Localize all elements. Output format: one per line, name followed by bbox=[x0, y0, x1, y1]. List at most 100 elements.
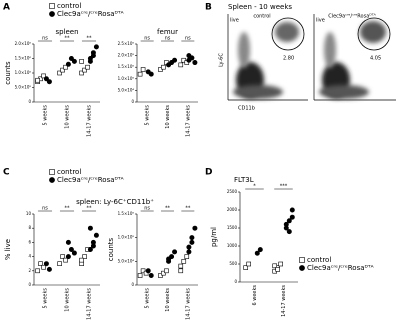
flow-panel: Spleen - 10 weeks Ly-6C CD11b control li… bbox=[219, 3, 396, 112]
data-point bbox=[272, 263, 278, 269]
data-point bbox=[35, 268, 40, 274]
data-point bbox=[161, 64, 166, 70]
data-point bbox=[145, 268, 151, 274]
y-tick-label: 0 bbox=[131, 99, 134, 104]
data-point bbox=[93, 232, 99, 238]
data-point bbox=[41, 264, 46, 270]
flow-xlabel: CD11b bbox=[238, 106, 255, 112]
y-tick-label: 1.5×10⁶ bbox=[15, 56, 32, 61]
data-point bbox=[38, 261, 43, 267]
data-point bbox=[184, 254, 190, 259]
data-point bbox=[189, 239, 195, 245]
data-point bbox=[286, 229, 292, 235]
y-tick-label: 0 bbox=[234, 279, 237, 284]
data-point bbox=[172, 249, 178, 255]
y-tick-label: 0 bbox=[28, 282, 31, 287]
flow-plot: control live 2.80 bbox=[227, 14, 308, 101]
legend-label: Clec9aᶜʳᵉ/ᶜʳᵉRosaᴰᵀᴬ bbox=[57, 10, 124, 18]
x-tick-label: 5 weeks bbox=[43, 105, 49, 126]
y-tick-label: 2.0×10⁶ bbox=[15, 41, 32, 46]
data-point bbox=[275, 267, 281, 272]
data-point bbox=[79, 257, 84, 263]
chart-subtitle: spleen: Ly-6C⁺CD11b⁺ bbox=[76, 198, 154, 206]
data-point bbox=[178, 263, 184, 269]
y-tick-label: 2.5×10⁵ bbox=[118, 41, 135, 46]
panel-letter: A bbox=[3, 3, 10, 13]
y-tick-label: 1.5×10⁵ bbox=[118, 211, 135, 216]
data-point bbox=[57, 261, 62, 267]
data-point bbox=[140, 67, 146, 72]
data-point bbox=[87, 225, 93, 231]
gate-label: live bbox=[230, 18, 239, 24]
y-tick-label: 5.0×10⁴ bbox=[118, 258, 135, 263]
gate-percent: 2.80 bbox=[283, 56, 294, 62]
data-point bbox=[65, 61, 71, 67]
data-point bbox=[60, 67, 65, 73]
data-point bbox=[289, 214, 295, 220]
y-tick-label: 2000 bbox=[227, 207, 238, 212]
flow-title: Spleen - 10 weeks bbox=[228, 3, 292, 11]
data-point bbox=[161, 270, 166, 276]
x-tick-label: 10 weeks bbox=[165, 105, 171, 129]
data-point bbox=[79, 70, 84, 76]
data-point bbox=[164, 268, 169, 274]
x-tick-label: 14-17 weeks bbox=[87, 288, 93, 320]
data-point bbox=[68, 247, 74, 253]
y-tick-label: 0 bbox=[28, 99, 31, 104]
data-point bbox=[283, 221, 289, 227]
data-point bbox=[79, 59, 84, 64]
y-tick-label: 10 bbox=[26, 211, 32, 216]
data-point bbox=[246, 261, 251, 267]
y-tick-label: 2 bbox=[28, 268, 31, 273]
x-tick-label: 14-17 weeks bbox=[185, 105, 191, 137]
data-point bbox=[181, 57, 187, 63]
data-point bbox=[71, 58, 77, 64]
data-point bbox=[257, 247, 263, 253]
data-point bbox=[158, 273, 163, 278]
panel-letter: B bbox=[205, 3, 212, 13]
data-point bbox=[166, 256, 172, 262]
significance-label: ns bbox=[144, 206, 150, 212]
data-point bbox=[140, 268, 146, 274]
data-point bbox=[46, 266, 52, 272]
y-tick-label: 1.5×10⁵ bbox=[118, 64, 135, 69]
data-point bbox=[60, 254, 65, 259]
y-axis-label: counts bbox=[4, 61, 12, 85]
y-tick-label: 5.0×10⁴ bbox=[118, 87, 135, 92]
data-point bbox=[35, 77, 40, 83]
significance-label: * bbox=[253, 184, 256, 190]
data-point bbox=[46, 79, 52, 85]
data-point bbox=[71, 250, 77, 256]
chart-title: spleen bbox=[55, 28, 78, 36]
y-tick-label: 2.0×10⁵ bbox=[118, 53, 135, 58]
legend-label: Clec9aᶜʳᵉ/ᶜʳᵉRosaᴰᵀᴬ bbox=[57, 176, 124, 184]
legend-marker bbox=[49, 11, 55, 17]
flow-ylabel: Ly-6C bbox=[219, 53, 225, 67]
significance-label: ** bbox=[87, 206, 93, 212]
column-label: control bbox=[253, 14, 270, 20]
data-point bbox=[186, 244, 192, 250]
significance-label: ** bbox=[165, 206, 171, 212]
x-tick-label: 14-17 weeks bbox=[87, 105, 93, 137]
chart-title: femur bbox=[157, 28, 178, 36]
data-point bbox=[87, 58, 93, 64]
data-point bbox=[192, 225, 198, 231]
x-tick-label: 14-17 weeks bbox=[185, 288, 191, 320]
significance-label: ns bbox=[42, 206, 48, 212]
data-point bbox=[65, 239, 71, 245]
data-point bbox=[254, 250, 260, 256]
data-point bbox=[82, 67, 87, 73]
data-point bbox=[43, 261, 49, 267]
data-point bbox=[43, 76, 49, 82]
significance-label: ns bbox=[185, 36, 191, 42]
data-point bbox=[172, 57, 178, 63]
legend-marker bbox=[49, 3, 55, 9]
legend-label: control bbox=[57, 2, 81, 10]
data-point bbox=[243, 265, 248, 270]
data-point bbox=[90, 243, 96, 249]
gate-percent: 4.05 bbox=[370, 56, 381, 62]
x-tick-label: 5 weeks bbox=[43, 288, 49, 309]
significance-label: *** bbox=[280, 184, 288, 190]
data-point bbox=[178, 62, 184, 68]
